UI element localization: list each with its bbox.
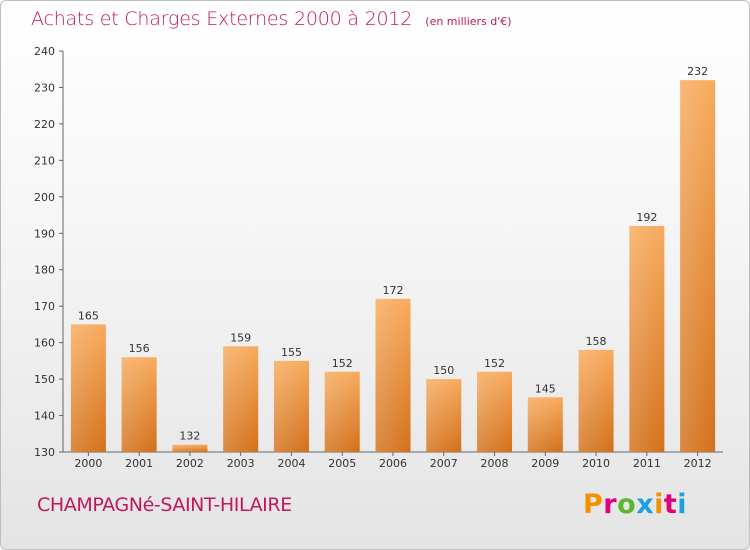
value-label: 150 [433,364,454,377]
bar-shine-2011 [629,225,665,452]
value-label: 155 [281,346,302,359]
y-tick-label: 200 [34,191,55,204]
bar-shine-2004 [273,360,309,452]
bar-shine-2005 [324,371,360,452]
value-label: 192 [636,211,657,224]
value-label: 145 [535,382,556,395]
x-tick-label: 2000 [74,457,102,470]
logo-letter: P [583,489,604,520]
bar-shine-2002 [172,444,208,452]
x-tick-label: 2008 [481,457,509,470]
x-tick-label: 2007 [430,457,458,470]
value-label: 159 [230,331,251,344]
value-label: 172 [383,284,404,297]
bars: 165 156 132 159 155 152 172 150 152 145 158 192 232 [70,65,716,452]
bar-shine-2009 [527,397,563,452]
y-tick-label: 190 [34,227,55,240]
chart-title-text: Achats et Charges Externes 2000 à 2012 [31,8,413,30]
value-label: 232 [687,65,708,78]
y-tick-label: 210 [34,154,55,167]
logo-letter: r [603,489,618,520]
x-tick-label: 2005 [328,457,356,470]
x-tick-label: 2009 [531,457,559,470]
y-tick-label: 220 [34,118,55,131]
x-tick-label: 2012 [684,457,712,470]
logo-letter: t [663,489,678,520]
x-tick-label: 2002 [176,457,204,470]
value-label: 156 [129,342,150,355]
bar-shine-2008 [477,371,513,452]
y-tick-label: 240 [34,45,55,58]
bar-shine-2000 [70,324,106,452]
y-tick-label: 180 [34,264,55,277]
x-tick-label: 2006 [379,457,407,470]
y-tick-label: 130 [34,446,55,459]
x-tick-label: 2010 [582,457,610,470]
y-tick-label: 160 [34,337,55,350]
value-label: 165 [78,309,99,322]
bar-shine-2012 [680,80,716,452]
x-tick-label: 2004 [277,457,305,470]
proxiti-logo[interactable]: Proxiti [583,489,687,520]
bar-shine-2006 [375,298,411,452]
y-tick-label: 170 [34,300,55,313]
logo-letter: o [617,489,637,520]
value-label: 158 [586,335,607,348]
y-tick-label: 150 [34,373,55,386]
chart-unit-label: (en milliers d'€) [425,15,512,28]
logo-letter: i [654,489,664,520]
value-label: 132 [179,430,200,443]
y-tick-label: 140 [34,410,55,423]
x-tick-label: 2001 [125,457,153,470]
bar-shine-2007 [426,379,462,452]
bar-shine-2003 [223,346,259,452]
value-label: 152 [484,357,505,370]
chart-title: Achats et Charges Externes 2000 à 2012 (… [31,8,512,30]
logo-letter: x [636,489,655,520]
town-name: CHAMPAGNé-SAINT-HILAIRE [37,494,292,516]
y-tick-label: 230 [34,81,55,94]
x-tick-label: 2003 [227,457,255,470]
x-tick-label: 2011 [633,457,661,470]
value-label: 152 [332,357,353,370]
logo-letter: i [677,489,688,520]
bar-shine-2001 [121,357,157,452]
bar-shine-2010 [578,349,614,452]
